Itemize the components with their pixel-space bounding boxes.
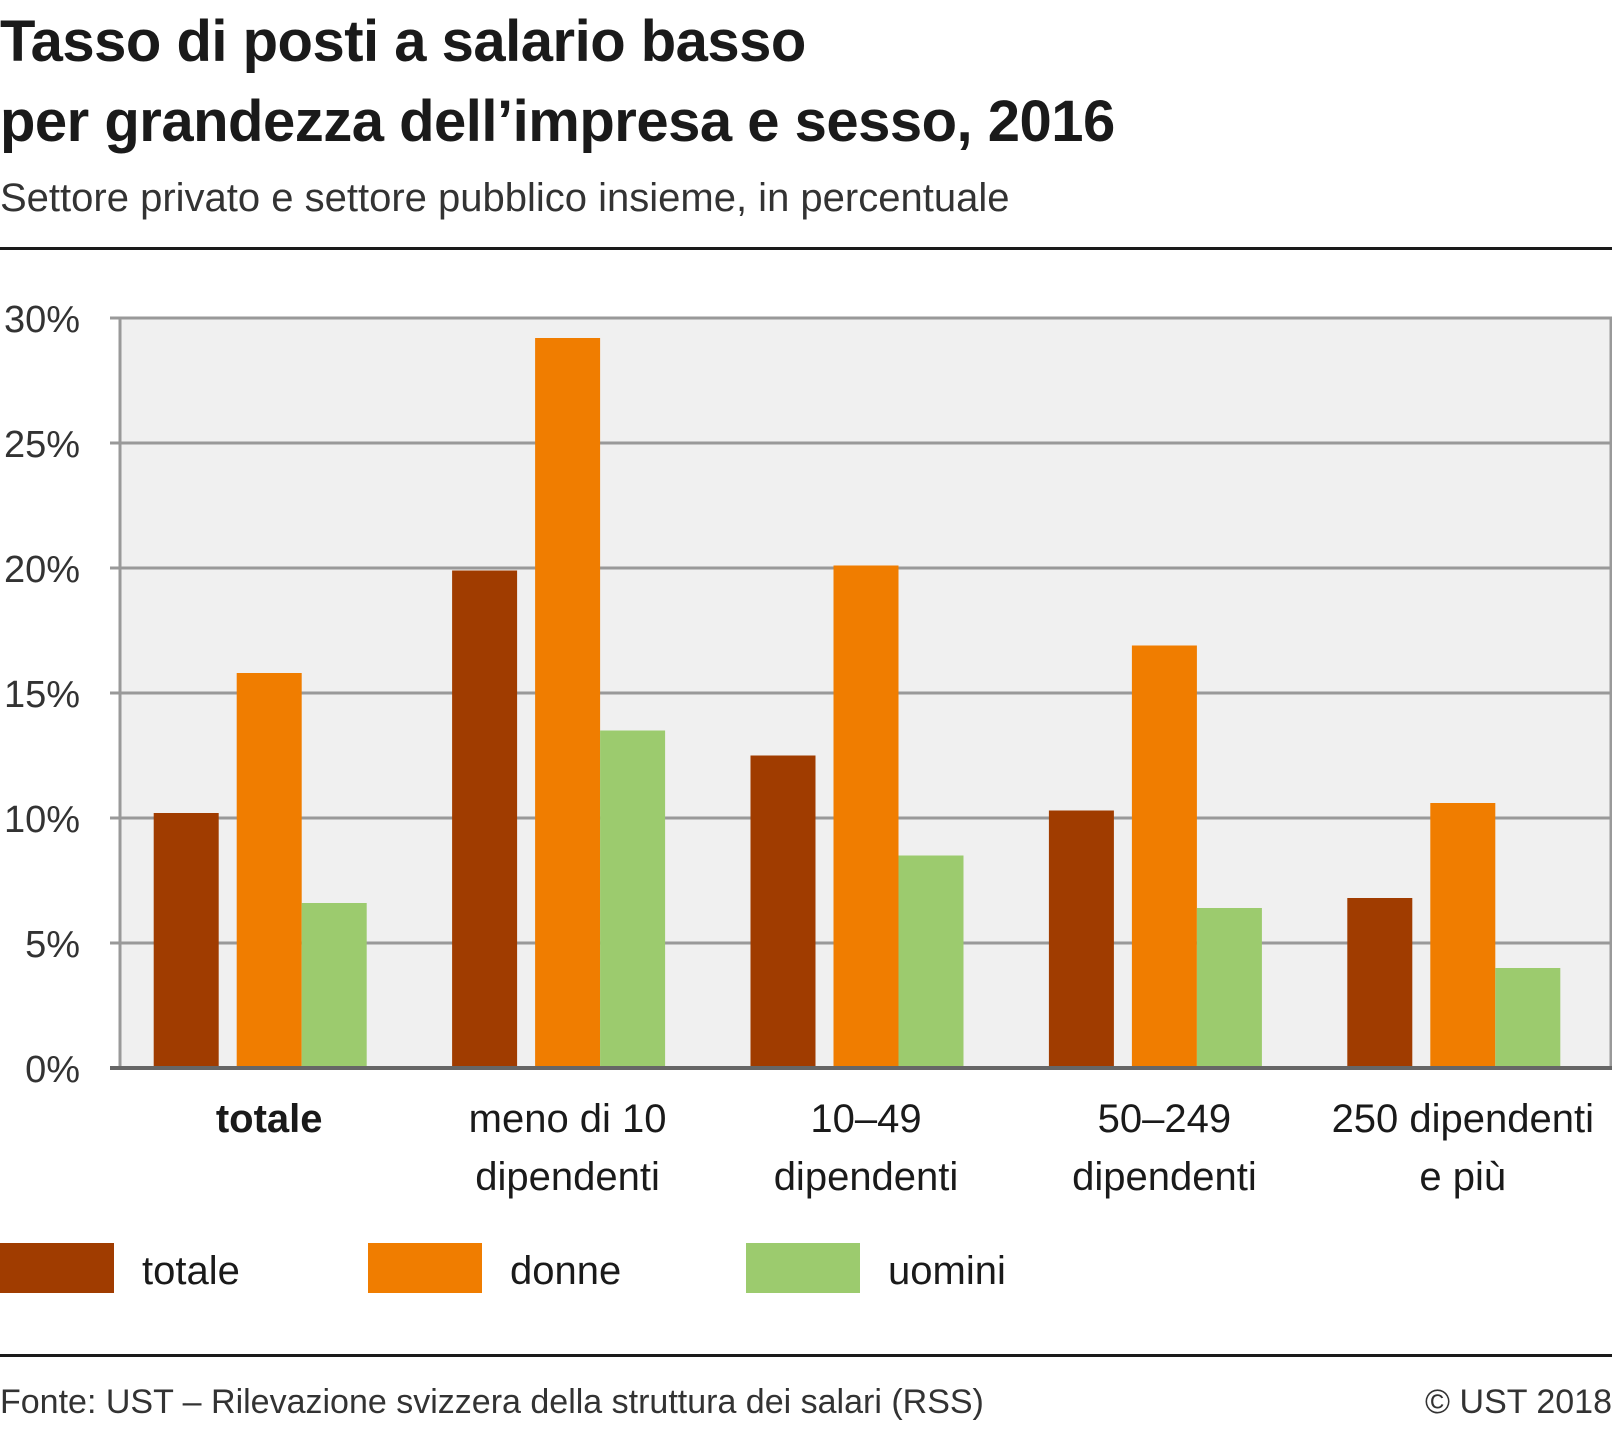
x-category-label: 250 dipendenti — [1332, 1097, 1594, 1141]
copyright-note: © UST 2018 — [1425, 1383, 1612, 1421]
legend-label-uomini: uomini — [888, 1249, 1006, 1293]
bar-totale-1 — [153, 813, 219, 1068]
x-category-label: dipendenti — [1072, 1155, 1257, 1199]
bar-donne-3 — [833, 565, 899, 1068]
bar-uomini-5 — [1495, 968, 1561, 1068]
legend-swatch-uomini — [746, 1243, 860, 1293]
x-category-label: totale — [216, 1097, 323, 1141]
y-tick-label: 25% — [4, 424, 80, 466]
bottom-divider — [0, 1354, 1612, 1357]
bar-totale-4 — [1048, 810, 1114, 1068]
x-category-label: dipendenti — [475, 1155, 660, 1199]
x-category-label: 10–49 — [810, 1097, 921, 1141]
y-tick-label: 0% — [25, 1049, 80, 1091]
y-tick-label: 10% — [4, 799, 80, 841]
chart-subtitle: Settore privato e settore pubblico insie… — [0, 176, 1010, 220]
bar-donne-5 — [1430, 803, 1496, 1068]
bar-totale-3 — [750, 755, 816, 1068]
y-tick-label: 20% — [4, 549, 80, 591]
legend-label-donne: donne — [510, 1249, 621, 1293]
bar-uomini-3 — [898, 855, 964, 1068]
y-tick-label: 15% — [4, 674, 80, 716]
bar-donne-4 — [1131, 645, 1197, 1068]
source-note: Fonte: UST – Rilevazione svizzera della … — [0, 1383, 984, 1421]
chart-title-line-1: Tasso di posti a salario basso — [0, 9, 806, 74]
x-category-label: e più — [1419, 1155, 1506, 1199]
chart-title: Tasso di posti a salario basso per grand… — [0, 2, 1115, 162]
x-category-label: dipendenti — [774, 1155, 959, 1199]
bar-donne-1 — [236, 673, 302, 1068]
x-category-label: meno di 10 — [469, 1097, 667, 1141]
bar-totale-5 — [1347, 898, 1413, 1068]
legend-label-totale: totale — [142, 1249, 240, 1293]
top-divider — [0, 247, 1612, 250]
bar-donne-2 — [535, 338, 601, 1068]
y-tick-label: 30% — [4, 299, 80, 341]
bar-chart: 0% 5% 10% 15% 20% 25% 30% totale meno di 10 dipen… — [0, 299, 1612, 1293]
chart-title-line-2: per grandezza dell’impresa e sesso, 2016 — [0, 89, 1115, 154]
legend-swatch-donne — [368, 1243, 482, 1293]
y-tick-label: 5% — [25, 924, 80, 966]
bar-uomini-4 — [1196, 908, 1262, 1068]
bar-uomini-2 — [600, 730, 666, 1068]
x-category-label: 50–249 — [1098, 1097, 1231, 1141]
bar-uomini-1 — [301, 903, 367, 1068]
bar-totale-2 — [452, 570, 518, 1068]
legend-swatch-totale — [0, 1243, 114, 1293]
